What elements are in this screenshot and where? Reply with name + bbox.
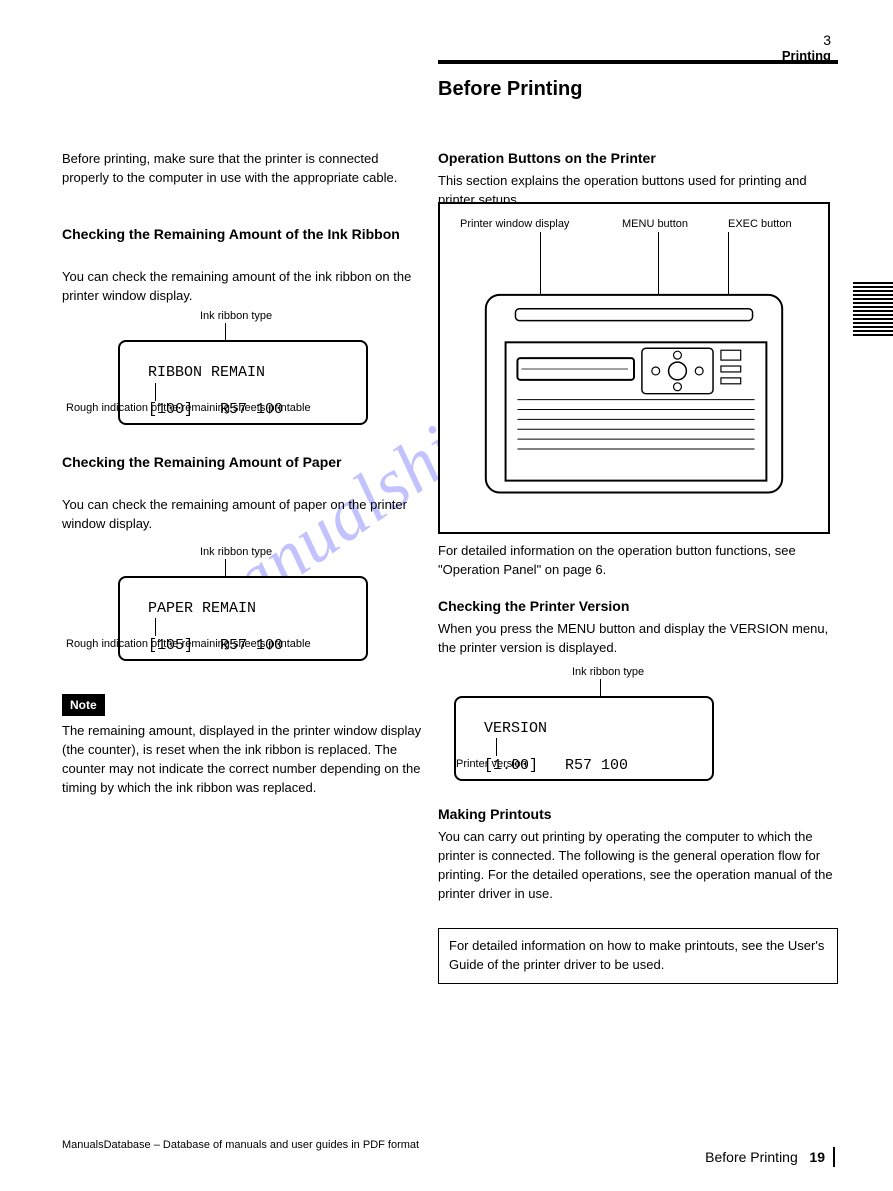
leader (155, 618, 156, 636)
footer-left: ManualsDatabase – Database of manuals an… (62, 1139, 419, 1151)
version-text: When you press the MENU button and displ… (438, 620, 838, 658)
outputs-heading: Making Printouts (438, 806, 552, 822)
leader (225, 323, 226, 341)
outputs-note-text: For detailed information on how to make … (449, 938, 824, 972)
leader (225, 559, 226, 577)
outputs-note-box: For detailed information on how to make … (438, 928, 838, 984)
footer-label: Before Printing (705, 1149, 798, 1165)
note-text-left: The remaining amount, displayed in the p… (62, 722, 422, 797)
title-rule (438, 60, 838, 64)
page-number: 3 (823, 32, 831, 48)
version-label-top: Ink ribbon type (572, 666, 644, 678)
ribbon-label-top: Ink ribbon type (200, 310, 272, 322)
intro-text: Before printing, make sure that the prin… (62, 150, 422, 188)
lcd-line1: RIBBON REMAIN (148, 364, 265, 381)
lcd-line1: VERSION (484, 720, 547, 737)
paper-text: You can check the remaining amount of pa… (62, 496, 422, 534)
leader (155, 383, 156, 401)
paper-label-top: Ink ribbon type (200, 546, 272, 558)
leader (600, 679, 601, 697)
note-badge: Note (62, 694, 105, 716)
ribbon-text: You can check the remaining amount of th… (62, 268, 422, 306)
main-title: Before Printing (438, 78, 582, 101)
version-heading: Checking the Printer Version (438, 598, 629, 614)
ribbon-label-bottom: Rough indication of the remaining sheets… (66, 402, 396, 414)
buttons-footnote: For detailed information on the operatio… (438, 542, 838, 580)
lcd-line1: PAPER REMAIN (148, 600, 256, 617)
leader (496, 738, 497, 756)
paper-label-bottom: Rough indication of the remaining sheets… (66, 638, 396, 650)
outputs-text: You can carry out printing by operating … (438, 828, 838, 903)
printer-illustration-box: Printer window display MENU button EXEC … (438, 202, 830, 534)
ribbon-heading: Checking the Remaining Amount of the Ink… (62, 226, 422, 242)
side-tab (853, 282, 893, 336)
version-label-bottom: Printer version (456, 758, 527, 770)
footer-right: Before Printing 19 (705, 1147, 835, 1167)
buttons-heading: Operation Buttons on the Printer (438, 150, 838, 166)
footer-page: 19 (809, 1149, 825, 1165)
printer-icon (440, 204, 828, 532)
paper-heading: Checking the Remaining Amount of Paper (62, 454, 422, 470)
